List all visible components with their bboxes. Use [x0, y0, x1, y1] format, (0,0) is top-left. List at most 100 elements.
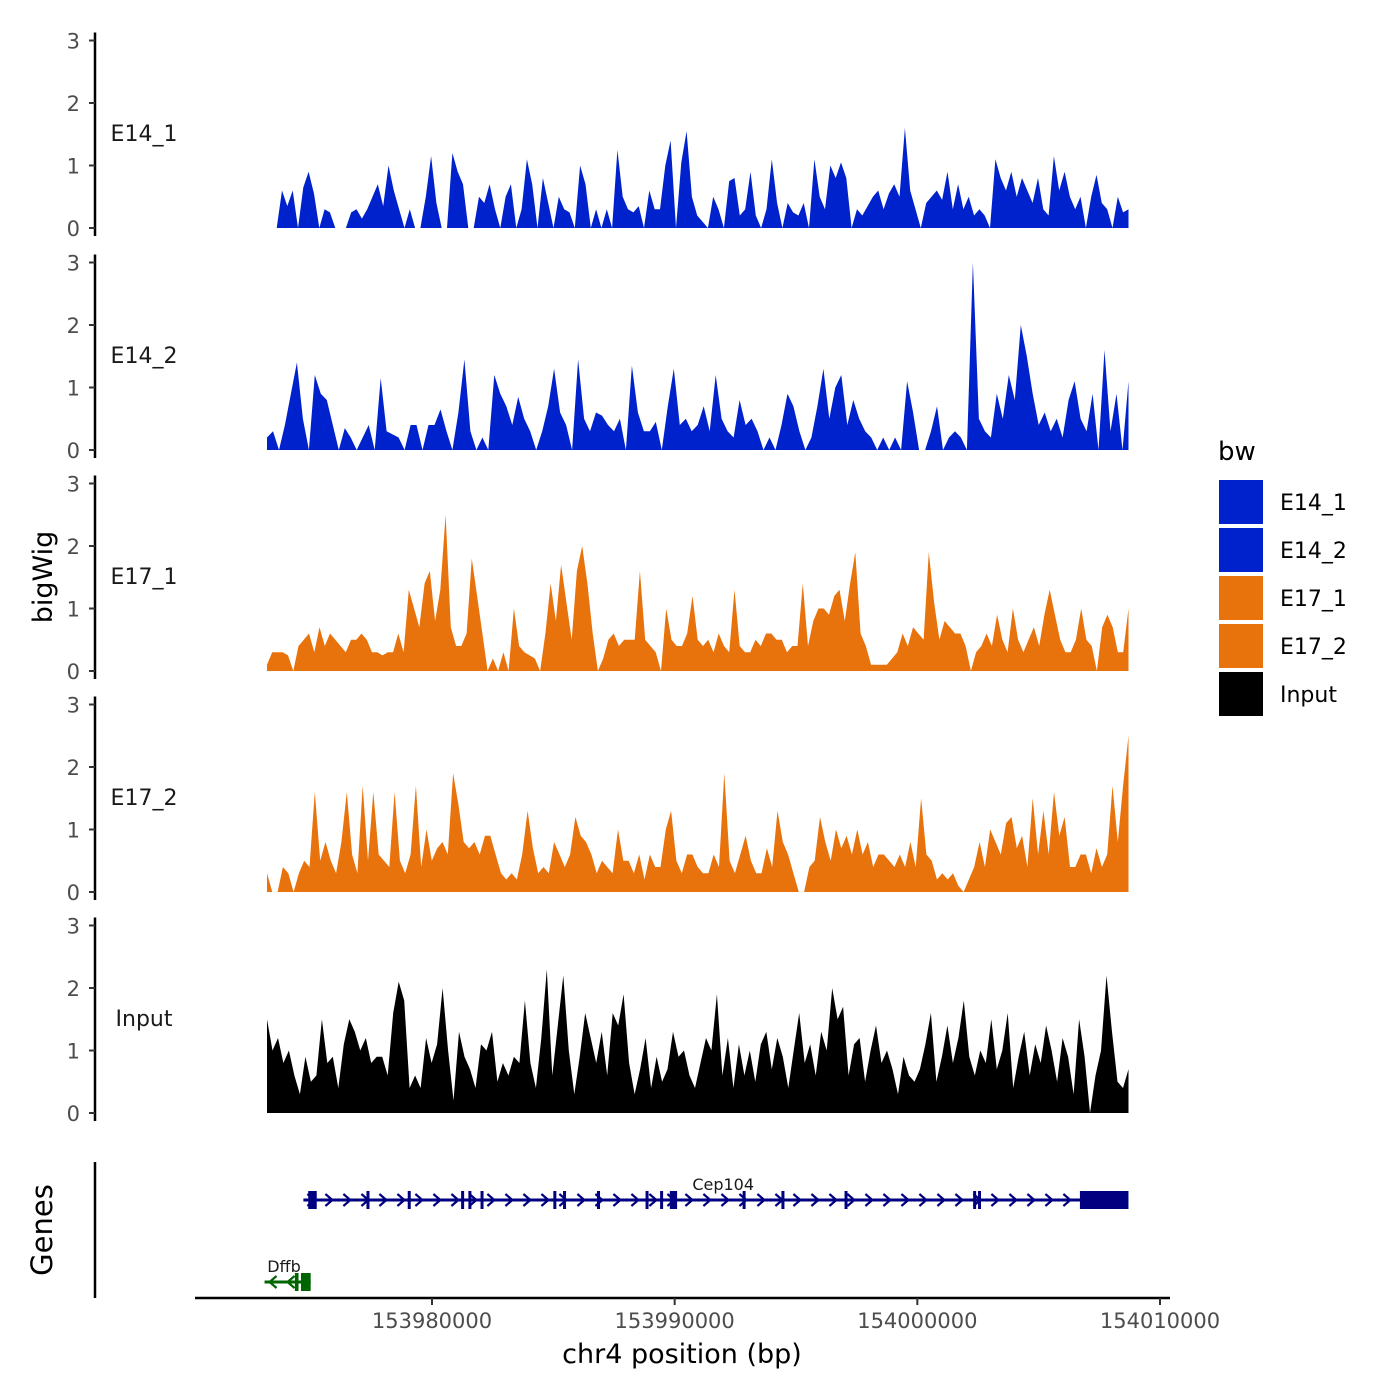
strand-chevron: [522, 1193, 533, 1207]
y-tick-label: 2: [67, 535, 80, 559]
strand-chevron: [540, 1193, 551, 1207]
legend-items: E14_1 E14_2 E17_1 E17_2 Input: [1219, 480, 1347, 716]
strand-chevron: [738, 1193, 749, 1207]
gene-label: Dffb: [267, 1257, 301, 1276]
legend-label: E17_2: [1280, 635, 1347, 660]
y-tick-label: 0: [67, 439, 80, 463]
strand-chevron: [918, 1193, 929, 1207]
legend-title: bw: [1218, 437, 1256, 467]
track-label: E17_1: [111, 565, 178, 590]
gene-label: Cep104: [692, 1175, 754, 1194]
coverage-area: [267, 262, 1129, 450]
genes-panel: Genes Cep104 Dffb: [25, 1162, 1129, 1298]
y-tick-label: 2: [67, 756, 80, 780]
gene-exon: [645, 1191, 649, 1209]
gene-exon: [973, 1191, 977, 1209]
x-axis: 153980000 153990000 154000000 154010000 chr…: [195, 1296, 1220, 1370]
strand-chevron: [720, 1193, 731, 1207]
gene-exon: [563, 1191, 567, 1209]
x-axis-title: chr4 position (bp): [562, 1339, 802, 1370]
strand-chevron: [1044, 1193, 1055, 1207]
gene-exon: [844, 1191, 848, 1209]
track-e14-2: 0 1 2 3 E14_2: [67, 252, 1129, 463]
y-tick-label: 0: [67, 660, 80, 684]
y-tick-label: 0: [67, 881, 80, 905]
legend-label: Input: [1280, 683, 1337, 708]
strand-chevron: [576, 1193, 587, 1207]
track-label: Input: [116, 1007, 173, 1032]
gene-exon: [553, 1191, 557, 1209]
gene-exon: [366, 1191, 370, 1209]
y-axis-title: bigWig: [28, 531, 59, 624]
strand-chevron: [1008, 1193, 1019, 1207]
genes-label: Genes: [25, 1184, 59, 1276]
gene-exon: [660, 1191, 664, 1209]
strand-chevron: [324, 1193, 335, 1207]
gene-exon: [468, 1191, 472, 1209]
y-tick-label: 1: [67, 598, 80, 622]
gene-exon: [294, 1273, 299, 1291]
gene-exon: [308, 1191, 317, 1209]
track-e17-2: 0 1 2 3 E17_2: [67, 694, 1129, 905]
strand-chevron: [684, 1193, 695, 1207]
legend-swatch: [1219, 480, 1263, 524]
gene-exon: [978, 1191, 981, 1209]
strand-chevron: [612, 1193, 623, 1207]
strand-chevron: [954, 1193, 965, 1207]
strand-chevron: [468, 1193, 479, 1207]
strand-chevron: [558, 1193, 569, 1207]
coverage-area: [267, 969, 1129, 1113]
coverage-area: [267, 514, 1129, 671]
track-e14-1: 0 1 2 3 E14_1: [67, 30, 1129, 241]
gene-exon: [300, 1273, 311, 1291]
strand-chevron: [267, 1275, 278, 1289]
gene-exon: [781, 1191, 785, 1209]
strand-chevron: [900, 1193, 911, 1207]
strand-chevron: [450, 1193, 461, 1207]
strand-chevron: [342, 1193, 353, 1207]
track-label: E14_2: [111, 344, 178, 369]
strand-chevron: [504, 1193, 515, 1207]
y-tick-label: 0: [67, 217, 80, 241]
y-tick-label: 3: [67, 915, 80, 939]
y-tick-label: 3: [67, 30, 80, 54]
track-e17-1: 0 1 2 3 E17_1: [67, 473, 1129, 684]
strand-chevron: [990, 1193, 1001, 1207]
gene-tracks: Cep104 Dffb: [264, 1175, 1129, 1291]
strand-chevron: [882, 1193, 893, 1207]
strand-chevron: [396, 1193, 407, 1207]
strand-chevron: [702, 1193, 713, 1207]
y-tick-label: 2: [67, 314, 80, 338]
track-label: E17_2: [111, 786, 178, 811]
x-ticks: 153980000 153990000 154000000 154010000: [372, 1298, 1220, 1333]
track-label: E14_1: [111, 122, 178, 147]
strand-chevron: [846, 1193, 857, 1207]
legend-swatch: [1219, 624, 1263, 668]
strand-chevron: [936, 1193, 947, 1207]
y-tick-label: 1: [67, 155, 80, 179]
gene-exon: [480, 1191, 484, 1209]
y-tick-label: 3: [67, 473, 80, 497]
y-tick-label: 1: [67, 819, 80, 843]
legend-swatch: [1219, 576, 1263, 620]
x-tick-label: 153990000: [615, 1309, 735, 1333]
legend-swatch: [1219, 672, 1263, 716]
y-tick-label: 3: [67, 252, 80, 276]
y-tick-label: 1: [67, 1040, 80, 1064]
y-tick-label: 0: [67, 1102, 80, 1126]
x-tick-label: 154010000: [1100, 1309, 1220, 1333]
strand-chevron: [810, 1193, 821, 1207]
track-panels: 0 1 2 3 E14_1 0 1 2 3 E14_2 0 1 2 3 E17_1 0 1 2 3 E17_2 0 1 2 3…: [67, 30, 1129, 1126]
strand-chevron: [285, 1275, 296, 1289]
strand-chevron: [432, 1193, 443, 1207]
legend-label: E17_1: [1280, 587, 1347, 612]
legend-label: E14_2: [1280, 539, 1347, 564]
y-tick-label: 3: [67, 694, 80, 718]
y-tick-label: 1: [67, 377, 80, 401]
x-tick-label: 153980000: [372, 1309, 492, 1333]
gene-dffb: Dffb: [264, 1257, 311, 1291]
y-tick-label: 2: [67, 92, 80, 116]
strand-chevron: [1026, 1193, 1037, 1207]
strand-chevron: [486, 1193, 497, 1207]
